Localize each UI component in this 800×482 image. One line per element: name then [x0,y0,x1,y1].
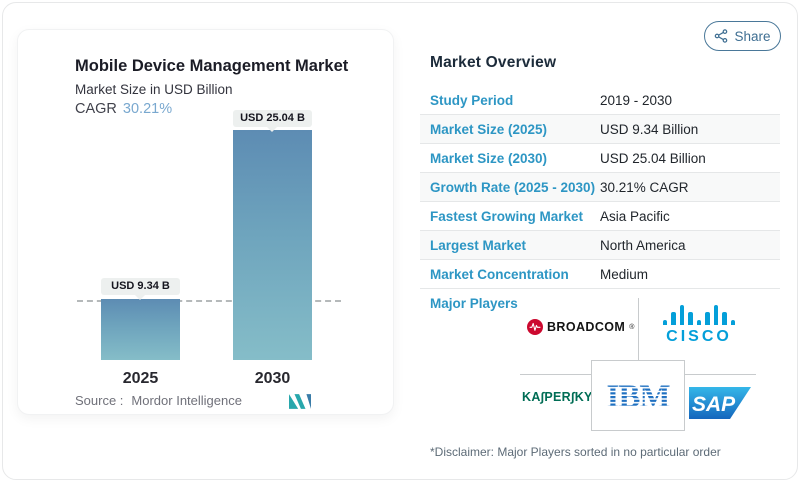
share-button[interactable]: Share [704,21,781,51]
row-value: Asia Pacific [600,208,670,224]
source-label: Source : [75,393,124,408]
table-row: Largest Market North America [420,231,780,260]
row-value: USD 25.04 Billion [600,150,706,166]
cisco-bars-icon [651,304,747,325]
row-value: 2019 - 2030 [600,92,673,108]
row-value: USD 9.34 Billion [600,121,699,137]
row-label: Growth Rate (2025 - 2030) [430,179,596,195]
row-label: Market Concentration [430,266,569,282]
kaspersky-logo: KA∫PER∫KY [522,390,593,404]
sap-logo-text: SAP [692,393,736,416]
bar-value-label-2025: USD 9.34 B [101,278,180,295]
tooltip-pointer-2025 [135,295,145,300]
table-row: Market Size (2030) USD 25.04 Billion [420,144,780,173]
overview-heading: Market Overview [430,54,557,71]
chart-card: Mobile Device Management Market Market S… [17,29,394,415]
row-label: Market Size (2025) [430,121,548,137]
disclaimer-text: *Disclaimer: Major Players sorted in no … [430,445,721,459]
tooltip-pointer-2030 [267,127,277,132]
table-row: Study Period 2019 - 2030 [420,86,780,115]
share-button-label: Share [734,28,771,44]
row-label: Largest Market [430,237,527,253]
cagr-line: CAGR 30.21% [75,101,172,117]
broadcom-logo: BROADCOM ® [527,319,634,335]
table-row: Market Size (2025) USD 9.34 Billion [420,115,780,144]
bar-value-label-2030: USD 25.04 B [233,110,312,127]
ibm-logo-box: IBM [591,360,685,431]
row-label: Fastest Growing Market [430,208,584,224]
overview-table: Study Period 2019 - 2030 Market Size (20… [420,86,780,289]
broadcom-reg-mark: ® [629,323,635,331]
table-row: Fastest Growing Market Asia Pacific [420,202,780,231]
bar-2030 [233,130,312,360]
source-line: Source : Mordor Intelligence [75,393,242,408]
row-value: 30.21% CAGR [600,179,689,195]
ibm-logo: IBM [607,381,672,411]
reference-dashed-line [77,300,341,302]
broadcom-icon [527,319,543,335]
x-axis-label-2030: 2030 [254,370,291,387]
row-value: Medium [600,266,649,282]
players-vertical-divider [638,298,639,360]
sap-logo: SAP [689,387,751,424]
x-axis-label-2025: 2025 [122,370,159,387]
row-label: Market Size (2030) [430,150,548,166]
table-row: Growth Rate (2025 - 2030) 30.21% CAGR [420,173,780,202]
cisco-logo: CISCO [651,304,747,346]
ibm-logo-text: IBM [607,381,671,411]
table-row: Market Concentration Medium [420,260,780,289]
row-label: Study Period [430,92,514,108]
chart-subtitle: Market Size in USD Billion [75,82,233,97]
mordor-intelligence-logo-icon [289,394,311,414]
broadcom-logo-text: BROADCOM [547,320,626,334]
major-players-label: Major Players [430,296,518,311]
cagr-value: 30.21% [122,101,173,117]
cisco-logo-text: CISCO [666,328,732,345]
row-value: North America [600,237,686,253]
chart-title: Mobile Device Management Market [75,57,349,75]
source-name: Mordor Intelligence [131,393,242,408]
share-icon [714,29,728,43]
cagr-label: CAGR [75,101,117,117]
bar-2025 [101,299,180,360]
